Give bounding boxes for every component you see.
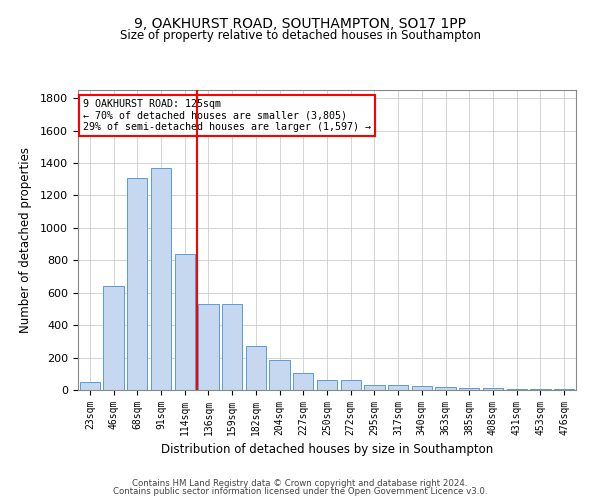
Bar bbox=[127, 178, 148, 390]
Text: 9, OAKHURST ROAD, SOUTHAMPTON, SO17 1PP: 9, OAKHURST ROAD, SOUTHAMPTON, SO17 1PP bbox=[134, 18, 466, 32]
Bar bbox=[341, 380, 361, 390]
Bar bbox=[483, 388, 503, 390]
Text: 9 OAKHURST ROAD: 125sqm
← 70% of detached houses are smaller (3,805)
29% of semi: 9 OAKHURST ROAD: 125sqm ← 70% of detache… bbox=[83, 99, 371, 132]
Bar bbox=[246, 346, 266, 390]
Text: Contains HM Land Registry data © Crown copyright and database right 2024.: Contains HM Land Registry data © Crown c… bbox=[132, 478, 468, 488]
Bar bbox=[199, 304, 218, 390]
Bar bbox=[103, 286, 124, 390]
Bar bbox=[364, 385, 385, 390]
Y-axis label: Number of detached properties: Number of detached properties bbox=[19, 147, 32, 333]
Bar bbox=[554, 389, 574, 390]
Bar bbox=[506, 389, 527, 390]
Bar bbox=[436, 387, 455, 390]
Text: Contains public sector information licensed under the Open Government Licence v3: Contains public sector information licen… bbox=[113, 487, 487, 496]
Bar bbox=[412, 386, 432, 390]
Bar bbox=[222, 304, 242, 390]
Bar bbox=[317, 380, 337, 390]
X-axis label: Distribution of detached houses by size in Southampton: Distribution of detached houses by size … bbox=[161, 444, 493, 456]
Bar bbox=[388, 385, 408, 390]
Bar bbox=[293, 373, 313, 390]
Text: Size of property relative to detached houses in Southampton: Size of property relative to detached ho… bbox=[119, 29, 481, 42]
Bar bbox=[459, 388, 479, 390]
Bar bbox=[269, 360, 290, 390]
Bar bbox=[530, 389, 551, 390]
Bar bbox=[175, 254, 195, 390]
Bar bbox=[151, 168, 171, 390]
Bar bbox=[80, 382, 100, 390]
